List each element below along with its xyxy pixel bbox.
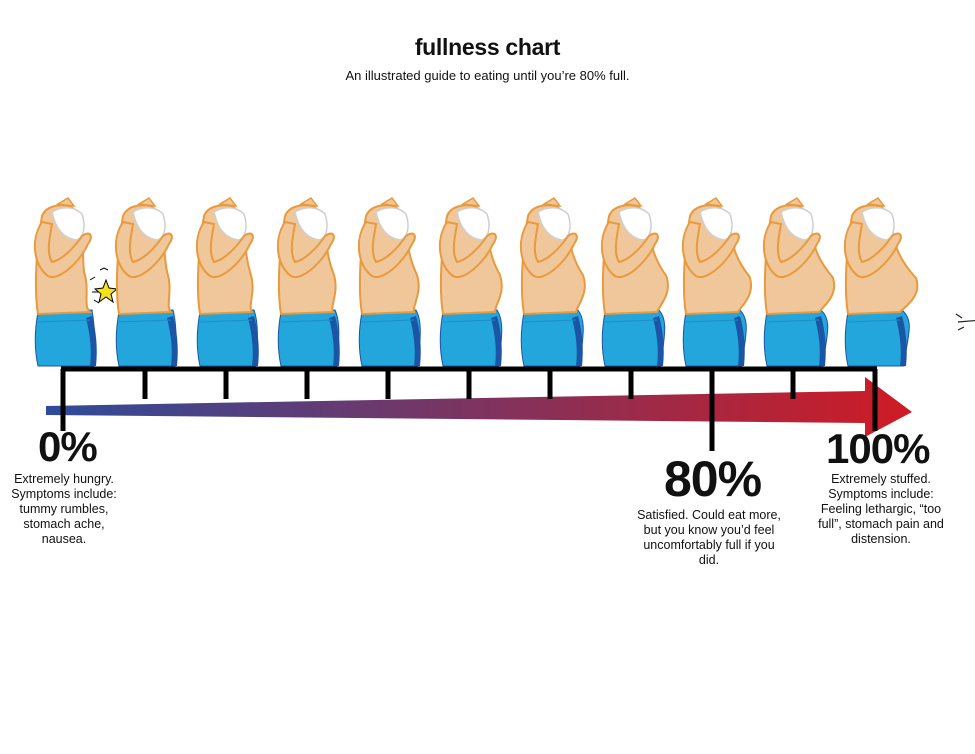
fullness-figure <box>600 197 669 367</box>
marker-100-description: Extremely stuffed. Symptoms include: Fee… <box>818 472 944 546</box>
page-subtitle: An illustrated guide to eating until you… <box>345 68 630 83</box>
fullness-figure <box>438 197 503 367</box>
fullness-figure <box>33 197 119 367</box>
fullness-scale <box>60 366 878 451</box>
pop-motion-lines-icon <box>955 313 975 331</box>
fullness-figure <box>843 197 975 367</box>
rumble-star-icon <box>93 278 119 304</box>
fullness-figure <box>195 197 259 367</box>
marker-0-percent-label: 0% <box>38 423 98 470</box>
fullness-figure <box>276 197 340 367</box>
marker-80-description: Satisfied. Could eat more, but you know … <box>637 508 781 567</box>
marker-80-percent-label: 80% <box>664 451 762 507</box>
rumble-lines-icon <box>89 267 109 304</box>
marker-0-description: Extremely hungry. Symptoms include: tumm… <box>11 472 117 546</box>
fullness-figure <box>519 197 586 367</box>
marker-100-percent-label: 100% <box>826 425 930 472</box>
page-title: fullness chart <box>414 34 561 60</box>
fullness-figure <box>114 197 178 367</box>
fullness-gradient-arrow <box>46 377 912 437</box>
fullness-figure <box>681 197 752 367</box>
fullness-figure <box>357 197 421 367</box>
figures-row <box>33 197 975 367</box>
fullness-figure <box>762 197 836 367</box>
